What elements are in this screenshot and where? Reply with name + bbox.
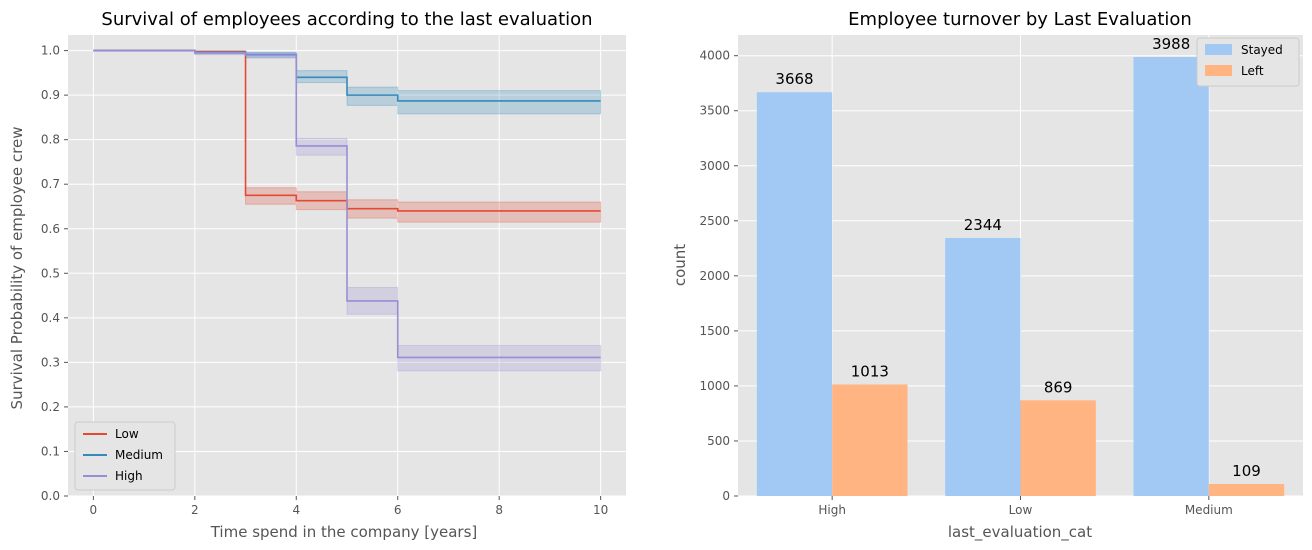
survival-y-tick-label: 1.0 [41,44,60,58]
turnover-legend-swatch [1205,65,1232,76]
survival-legend: Low Medium High [74,421,176,491]
turnover-legend: Stayed Left [1196,37,1300,87]
survival-y-tick-label: 0.5 [41,266,60,280]
turnover-y-tick-label: 500 [707,434,730,448]
survival-legend-label: Low [115,427,139,441]
survival-legend-label: High [115,469,143,483]
survival-y-tick-label: 0.4 [41,311,60,325]
survival-y-axis-label: Survival Probability of employee crew [8,127,26,410]
survival-y-tick-label: 0.7 [41,177,60,191]
survival-x-tick-label: 8 [495,503,503,517]
survival-y-tick-label: 0.3 [41,355,60,369]
survival-legend-box [74,421,176,491]
turnover-bar-stayed [756,92,833,496]
turnover-y-axis-label: count [671,244,689,286]
survival-line-high [93,49,601,359]
survival-x-tick-label: 4 [292,503,300,517]
turnover-y-tick-label: 1000 [699,379,730,393]
survival-x-axis-label: Time spend in the company [years] [210,523,478,541]
turnover-legend-label: Left [1241,64,1264,78]
survival-chart: 0.0 0.1 0.2 0.3 0.4 0.5 0.6 0.7 0.8 0.9 1.0 0 2 4 6 8 1… [8,9,626,541]
turnover-y-tick-label: 4000 [699,49,730,63]
turnover-y-tick-label: 3000 [699,159,730,173]
turnover-y-tick-label: 0 [722,489,730,503]
turnover-bar-value-label: 869 [1044,378,1073,396]
turnover-bar-value-label: 3668 [775,70,813,88]
turnover-bar-left [1020,400,1096,496]
turnover-chart: 3668 1013 2344 869 3988 109 0 500 1000 1500 2000 2… [671,9,1303,542]
turnover-bar-left [1208,484,1285,496]
survival-legend-items: Low Medium High [83,427,163,483]
survival-legend-label: Medium [115,448,163,462]
survival-x-tick-label: 0 [90,503,98,517]
turnover-x-ticks: High Low Medium [818,496,1233,517]
turnover-chart-title: Employee turnover by Last Evaluation [848,9,1192,30]
survival-y-tick-label: 0.1 [41,444,60,458]
turnover-bars [756,57,1285,496]
survival-y-tick-label: 0.9 [41,88,60,102]
survival-chart-title: Survival of employees according to the l… [101,9,592,30]
survival-lines [93,49,601,359]
turnover-x-tick-label: Medium [1185,503,1233,517]
turnover-bar-value-label: 109 [1232,462,1261,480]
turnover-bar-value-label: 2344 [964,216,1002,234]
turnover-bar-stayed [945,237,1021,496]
turnover-x-tick-label: Low [1009,503,1033,517]
turnover-x-axis-label: last_evaluation_cat [948,523,1092,542]
survival-y-tick-label: 0.2 [41,400,60,414]
turnover-legend-swatch [1205,44,1232,55]
survival-x-ticks: 0 2 4 6 8 10 [90,496,608,517]
turnover-legend-label: Stayed [1241,43,1283,57]
survival-y-tick-label: 0.8 [41,133,60,147]
turnover-bar-left [832,384,908,496]
survival-y-tick-label: 0.0 [41,489,60,503]
turnover-bar-stayed [1133,57,1209,496]
survival-x-tick-label: 10 [593,503,608,517]
survival-y-ticks: 0.0 0.1 0.2 0.3 0.4 0.5 0.6 0.7 0.8 0.9 1.0 [41,44,68,503]
turnover-y-tick-label: 3500 [699,104,730,118]
survival-y-tick-label: 0.6 [41,222,60,236]
turnover-y-tick-label: 1500 [699,324,730,338]
survival-x-tick-label: 6 [394,503,402,517]
turnover-bar-labels: 3668 1013 2344 869 3988 109 [775,35,1260,480]
turnover-x-tick-label: High [818,503,846,517]
turnover-y-ticks: 0 500 1000 1500 2000 2500 3000 3500 4000 [699,49,738,503]
turnover-y-tick-label: 2500 [699,214,730,228]
survival-x-tick-label: 2 [191,503,199,517]
turnover-legend-items: Stayed Left [1205,43,1283,78]
turnover-bar-value-label: 3988 [1152,35,1190,53]
turnover-bar-value-label: 1013 [851,362,889,380]
turnover-y-tick-label: 2000 [699,269,730,283]
